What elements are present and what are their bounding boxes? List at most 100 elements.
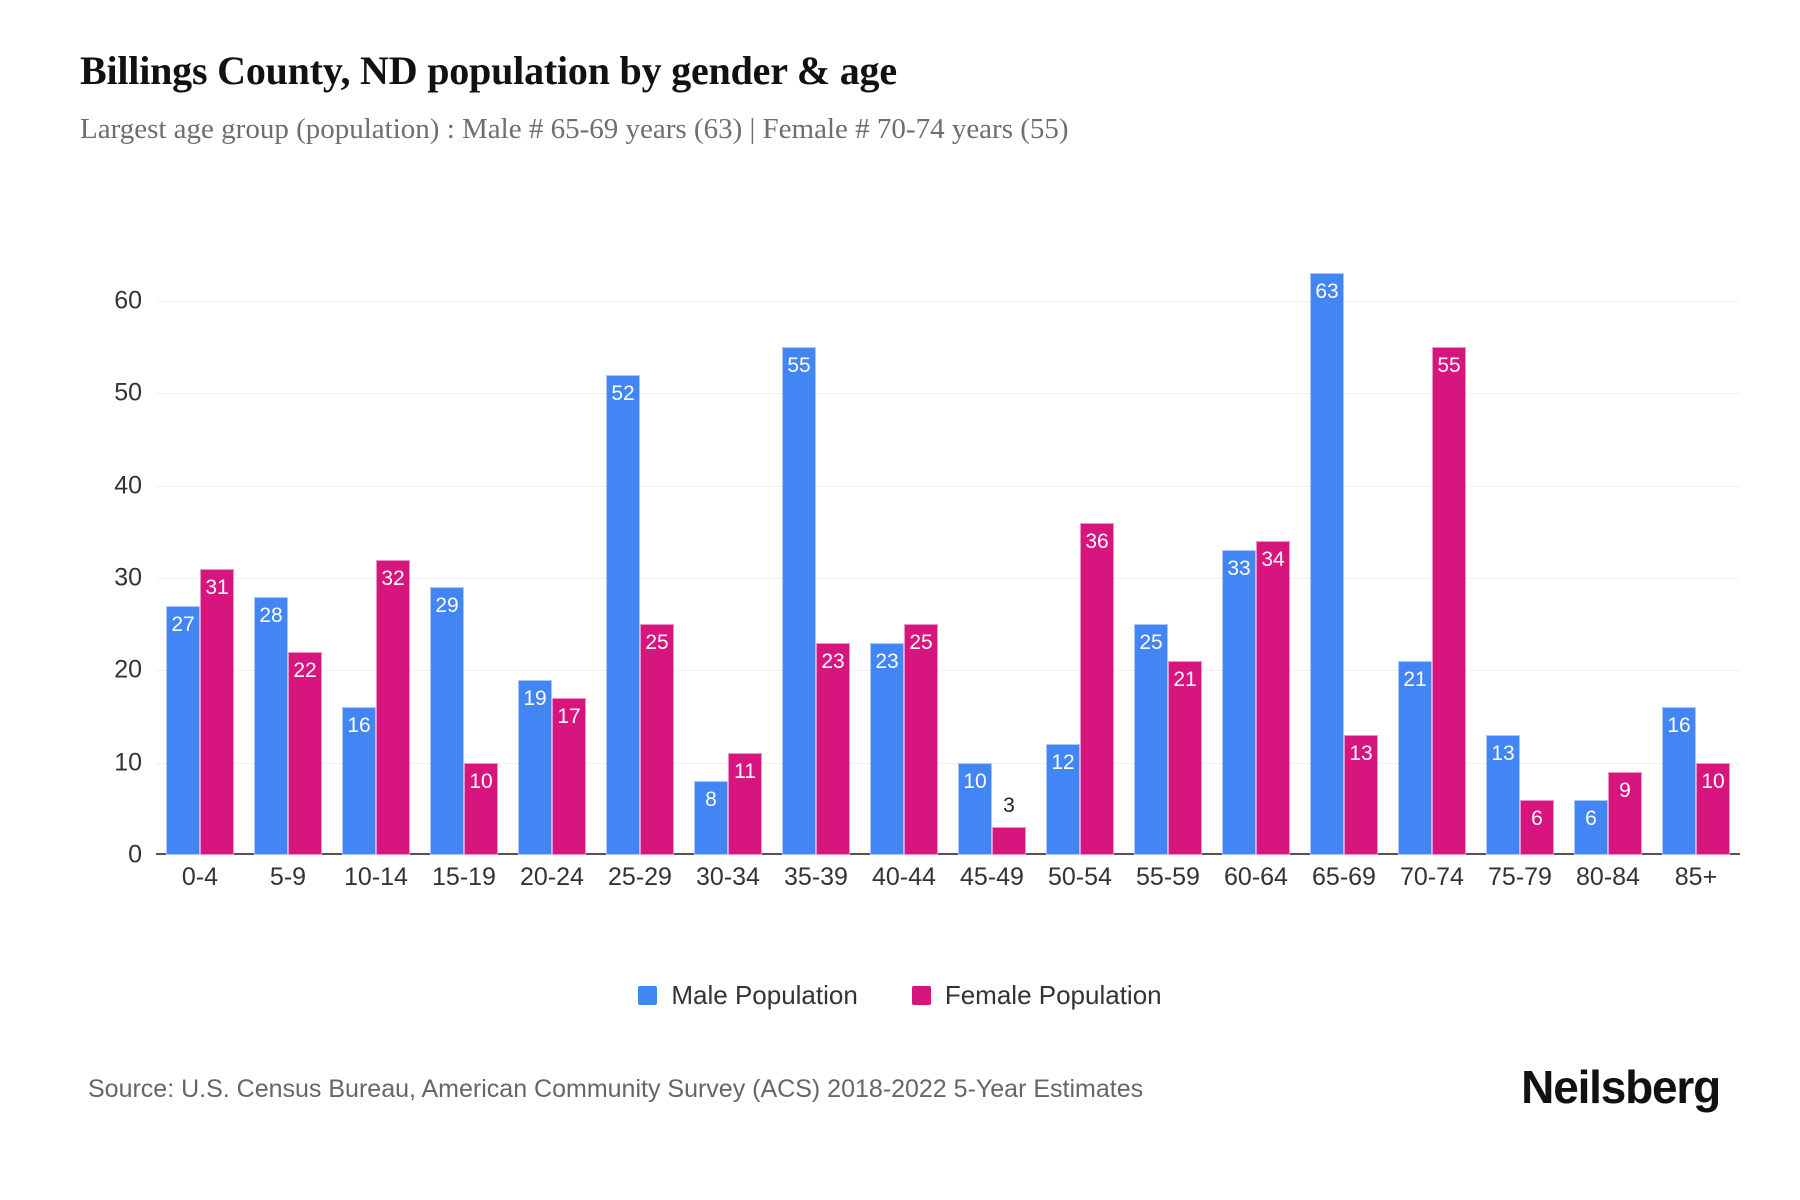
bar[interactable]: 34 [1256,541,1290,855]
bar[interactable]: 17 [552,698,586,855]
legend-item-female[interactable]: Female Population [911,980,1162,1011]
bar[interactable]: 25 [640,624,674,855]
x-axis-tick-label: 25-29 [608,863,672,891]
bar-value-label: 16 [347,714,371,738]
bar[interactable]: 3 [992,794,1026,855]
bar-value-label: 33 [1227,557,1251,581]
bar[interactable]: 10 [1696,762,1730,855]
bar-groups: 27 31 28 22 16 32 29 10 19 17 52 25 8 11 55 23 23 25 10 3 12… [156,255,1740,855]
bar[interactable]: 23 [870,642,904,855]
bar-value-label: 10 [469,769,493,793]
bar-value-label: 6 [1531,806,1543,830]
bar-value-label: 22 [293,658,317,682]
bar[interactable]: 21 [1168,661,1202,855]
bar[interactable]: 6 [1520,799,1554,855]
gridline [156,762,1740,764]
bar[interactable]: 21 [1398,661,1432,855]
page-title: Billings County, ND population by gender… [80,48,897,93]
bar[interactable]: 27 [166,605,200,855]
bar[interactable]: 32 [376,559,410,855]
bar-group: 8 11 [684,255,772,855]
bar-value-label: 10 [963,769,987,793]
bar[interactable]: 63 [1310,273,1344,855]
bar-value-label: 23 [821,649,845,673]
x-axis-tick-label: 20-24 [520,863,584,891]
x-axis-tick-label: 30-34 [696,863,760,891]
x-axis-line [156,853,1740,855]
bar[interactable]: 16 [342,707,376,855]
x-axis-tick-label: 60-64 [1224,863,1288,891]
x-axis-tick-label: 65-69 [1312,863,1376,891]
bar[interactable]: 13 [1344,735,1378,855]
bar[interactable]: 52 [606,375,640,855]
bar-value-label: 63 [1315,280,1339,304]
bar-group: 12 36 [1036,255,1124,855]
bar-value-label: 17 [557,705,581,729]
x-axis-tick-label: 5-9 [269,863,307,891]
gridline [156,670,1740,672]
bar[interactable]: 19 [518,679,552,855]
bar[interactable]: 25 [1134,624,1168,855]
bar-value-label: 52 [611,382,635,405]
bar-value-label: 29 [435,594,459,618]
bar-value-label: 36 [1085,529,1109,553]
bar-group: 29 10 [420,255,508,855]
bar-value-label: 34 [1261,548,1285,572]
bar[interactable]: 9 [1608,771,1642,855]
bar-value-label: 25 [909,631,933,655]
chart-legend: Male Population Female Population [0,980,1800,1011]
bar-value-label: 31 [205,575,229,599]
x-axis-tick-label: 50-54 [1048,863,1112,891]
bar-value-label: 21 [1403,668,1427,692]
bar[interactable]: 28 [254,596,288,855]
bar-group: 19 17 [508,255,596,855]
gridline [156,301,1740,303]
x-axis-tick-label: 35-39 [784,863,848,891]
bar[interactable]: 10 [464,762,498,855]
legend-item-label: Male Population [671,980,858,1010]
gridline [156,393,1740,395]
bar-group: 25 21 [1124,255,1212,855]
bar-value-label: 25 [645,631,669,655]
bar-group: 27 31 [156,255,244,855]
bar[interactable]: 22 [288,651,322,855]
gridline [156,485,1740,487]
bar[interactable]: 10 [958,762,992,855]
bar[interactable]: 55 [782,347,816,855]
bar[interactable]: 31 [200,568,234,855]
bar[interactable]: 25 [904,624,938,855]
gridlines [156,255,1740,855]
bar-value-label: 16 [1667,714,1691,738]
bar-group: 16 32 [332,255,420,855]
bar-value-label: 55 [1437,354,1461,378]
bar[interactable]: 55 [1432,347,1466,855]
x-axis-tick-label: 15-19 [432,863,496,891]
legend-swatch-icon [911,986,931,1005]
bar[interactable]: 8 [694,781,728,855]
bar[interactable]: 16 [1662,707,1696,855]
x-axis-tick-label: 45-49 [960,863,1024,891]
bar[interactable]: 11 [728,753,762,855]
bar[interactable]: 12 [1046,744,1080,855]
x-axis-tick-label: 75-79 [1488,863,1552,891]
bar-value-label: 6 [1585,806,1597,830]
bar[interactable]: 36 [1080,522,1114,855]
x-axis-tick-label: 85+ [1674,863,1718,891]
bar-value-label: 27 [171,612,195,636]
legend-item-label: Female Population [944,980,1162,1010]
y-axis-tick-label: 60 [114,286,142,315]
bar[interactable]: 29 [430,587,464,855]
bar-group: 55 23 [772,255,860,855]
legend-item-male[interactable]: Male Population [638,980,858,1011]
bar-value-label: 10 [1701,769,1725,793]
bar-group: 10 3 [948,255,1036,855]
bar-value-label: 8 [705,788,717,812]
bar[interactable]: 13 [1486,735,1520,855]
bar[interactable]: 6 [1574,799,1608,855]
bar-value-label: 55 [787,354,811,378]
bar[interactable]: 33 [1222,550,1256,855]
bar-value-label: 9 [1619,778,1631,802]
bar[interactable]: 23 [816,642,850,855]
x-axis-tick-label: 40-44 [872,863,936,891]
